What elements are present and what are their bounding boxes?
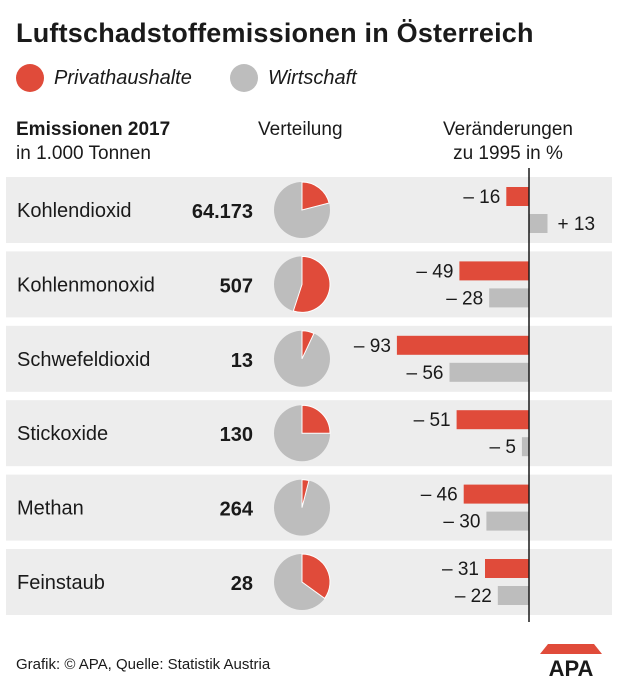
row-value-kohlenmonoxid: 507 [220, 275, 253, 297]
bar-wirtschaft-methan [486, 511, 529, 531]
bar-label-wirtschaft-feinstaub: – 22 [455, 586, 492, 607]
legend-swatch-privathaushalte [16, 64, 44, 92]
pie-privathaushalte-schwefeldioxid [301, 330, 315, 360]
apa-logo: APA [540, 644, 602, 680]
pie-privathaushalte-stickoxide [301, 404, 331, 434]
legend-swatch-wirtschaft [230, 64, 258, 92]
source-credit: Grafik: © APA, Quelle: Statistik Austria [16, 656, 271, 673]
bar-label-privathaushalte-kohlendioxid: – 16 [463, 187, 500, 208]
apa-logo-text: APA [549, 656, 594, 680]
bar-label-wirtschaft-kohlendioxid: + 13 [558, 214, 596, 235]
bar-wirtschaft-kohlenmonoxid [489, 288, 529, 308]
bar-wirtschaft-schwefeldioxid [449, 362, 529, 382]
row-label-stickoxide: Stickoxide [17, 423, 108, 445]
legend-label-wirtschaft: Wirtschaft [268, 66, 357, 89]
row-value-methan: 264 [220, 499, 254, 521]
legend-label-privathaushalte: Privathaushalte [54, 66, 192, 89]
bar-label-wirtschaft-stickoxide: – 5 [489, 437, 515, 458]
row-value-kohlendioxid: 64.173 [192, 201, 253, 223]
legend-item-wirtschaft: Wirtschaft [230, 62, 357, 94]
header-emissions: Emissionen 2017 in 1.000 Tonnen [16, 118, 170, 166]
bar-label-privathaushalte-schwefeldioxid: – 93 [354, 336, 391, 357]
legend-item-privathaushalte: Privathaushalte [16, 62, 192, 94]
row-value-stickoxide: 130 [220, 424, 253, 446]
bar-label-privathaushalte-stickoxide: – 51 [414, 410, 451, 431]
bar-label-wirtschaft-schwefeldioxid: – 56 [407, 363, 444, 384]
header-change: Veränderungen zu 1995 in % [418, 118, 598, 166]
bar-privathaushalte-kohlendioxid [506, 187, 529, 206]
bar-privathaushalte-feinstaub [485, 559, 529, 578]
bar-wirtschaft-feinstaub [497, 586, 529, 605]
header-emissions-unit: in 1.000 Tonnen [16, 143, 151, 164]
chart-title: Luftschadstoffemissionen in Österreich [16, 18, 534, 48]
bar-label-privathaushalte-feinstaub: – 31 [442, 559, 479, 580]
row-backgrounds [6, 177, 612, 615]
pie-privathaushalte-kohlenmonoxid [292, 255, 331, 313]
bar-privathaushalte-stickoxide [456, 410, 529, 430]
bar-label-wirtschaft-kohlenmonoxid: – 28 [446, 288, 483, 309]
header-emissions-title: Emissionen 2017 [16, 119, 171, 140]
pie-privathaushalte-methan [301, 479, 310, 508]
bar-label-wirtschaft-methan: – 30 [443, 512, 480, 533]
bar-wirtschaft-kohlendioxid [529, 214, 548, 233]
chart-marks: Kohlendioxid 64.173 – 16 + 13 Kohlenmonoxid 5… [17, 168, 595, 622]
pie-privathaushalte-kohlendioxid [301, 181, 330, 211]
row-value-schwefeldioxid: 13 [231, 350, 253, 372]
bar-privathaushalte-schwefeldioxid [396, 335, 529, 355]
pie-privathaushalte-feinstaub [301, 553, 331, 600]
row-label-feinstaub: Feinstaub [17, 572, 105, 594]
bar-wirtschaft-stickoxide [521, 437, 529, 457]
bar-label-privathaushalte-kohlenmonoxid: – 49 [416, 261, 453, 282]
bar-privathaushalte-kohlenmonoxid [459, 261, 529, 281]
header-change-line1: Veränderungen [443, 119, 573, 140]
row-label-methan: Methan [17, 498, 84, 520]
bar-label-privathaushalte-methan: – 46 [421, 485, 458, 506]
row-value-feinstaub: 28 [231, 573, 253, 595]
row-label-schwefeldioxid: Schwefeldioxid [17, 349, 150, 371]
bar-privathaushalte-methan [463, 484, 529, 504]
header-change-line2: zu 1995 in % [453, 143, 563, 164]
row-label-kohlenmonoxid: Kohlenmonoxid [17, 274, 155, 296]
header-distribution: Verteilung [258, 119, 343, 140]
row-label-kohlendioxid: Kohlendioxid [17, 200, 132, 222]
